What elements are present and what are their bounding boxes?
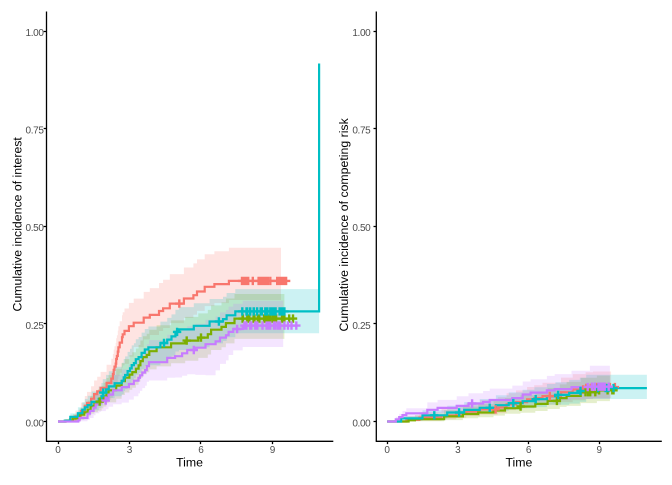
svg-text:1.00: 1.00: [352, 28, 371, 39]
svg-text:0.00: 0.00: [352, 418, 371, 429]
svg-text:9: 9: [270, 445, 276, 456]
svg-text:0.25: 0.25: [26, 321, 45, 332]
svg-text:0.50: 0.50: [352, 223, 371, 234]
svg-text:0: 0: [384, 445, 390, 456]
svg-text:0.00: 0.00: [26, 418, 45, 429]
svg-text:Cumulative incidence of intere: Cumulative incidence of interest: [11, 137, 25, 312]
svg-text:1.00: 1.00: [26, 28, 45, 39]
svg-text:6: 6: [526, 445, 532, 456]
svg-text:3: 3: [455, 445, 461, 456]
svg-text:Cumulative incidence of compet: Cumulative incidence of competing risk: [337, 117, 351, 331]
svg-text:0.50: 0.50: [26, 223, 45, 234]
svg-text:0: 0: [55, 445, 61, 456]
svg-text:0.75: 0.75: [26, 126, 45, 137]
svg-text:6: 6: [198, 445, 204, 456]
svg-text:Time: Time: [176, 456, 203, 470]
svg-text:Time: Time: [505, 456, 532, 470]
svg-text:0.75: 0.75: [352, 126, 371, 137]
svg-text:3: 3: [127, 445, 133, 456]
svg-text:9: 9: [597, 445, 603, 456]
svg-text:0.25: 0.25: [352, 321, 371, 332]
